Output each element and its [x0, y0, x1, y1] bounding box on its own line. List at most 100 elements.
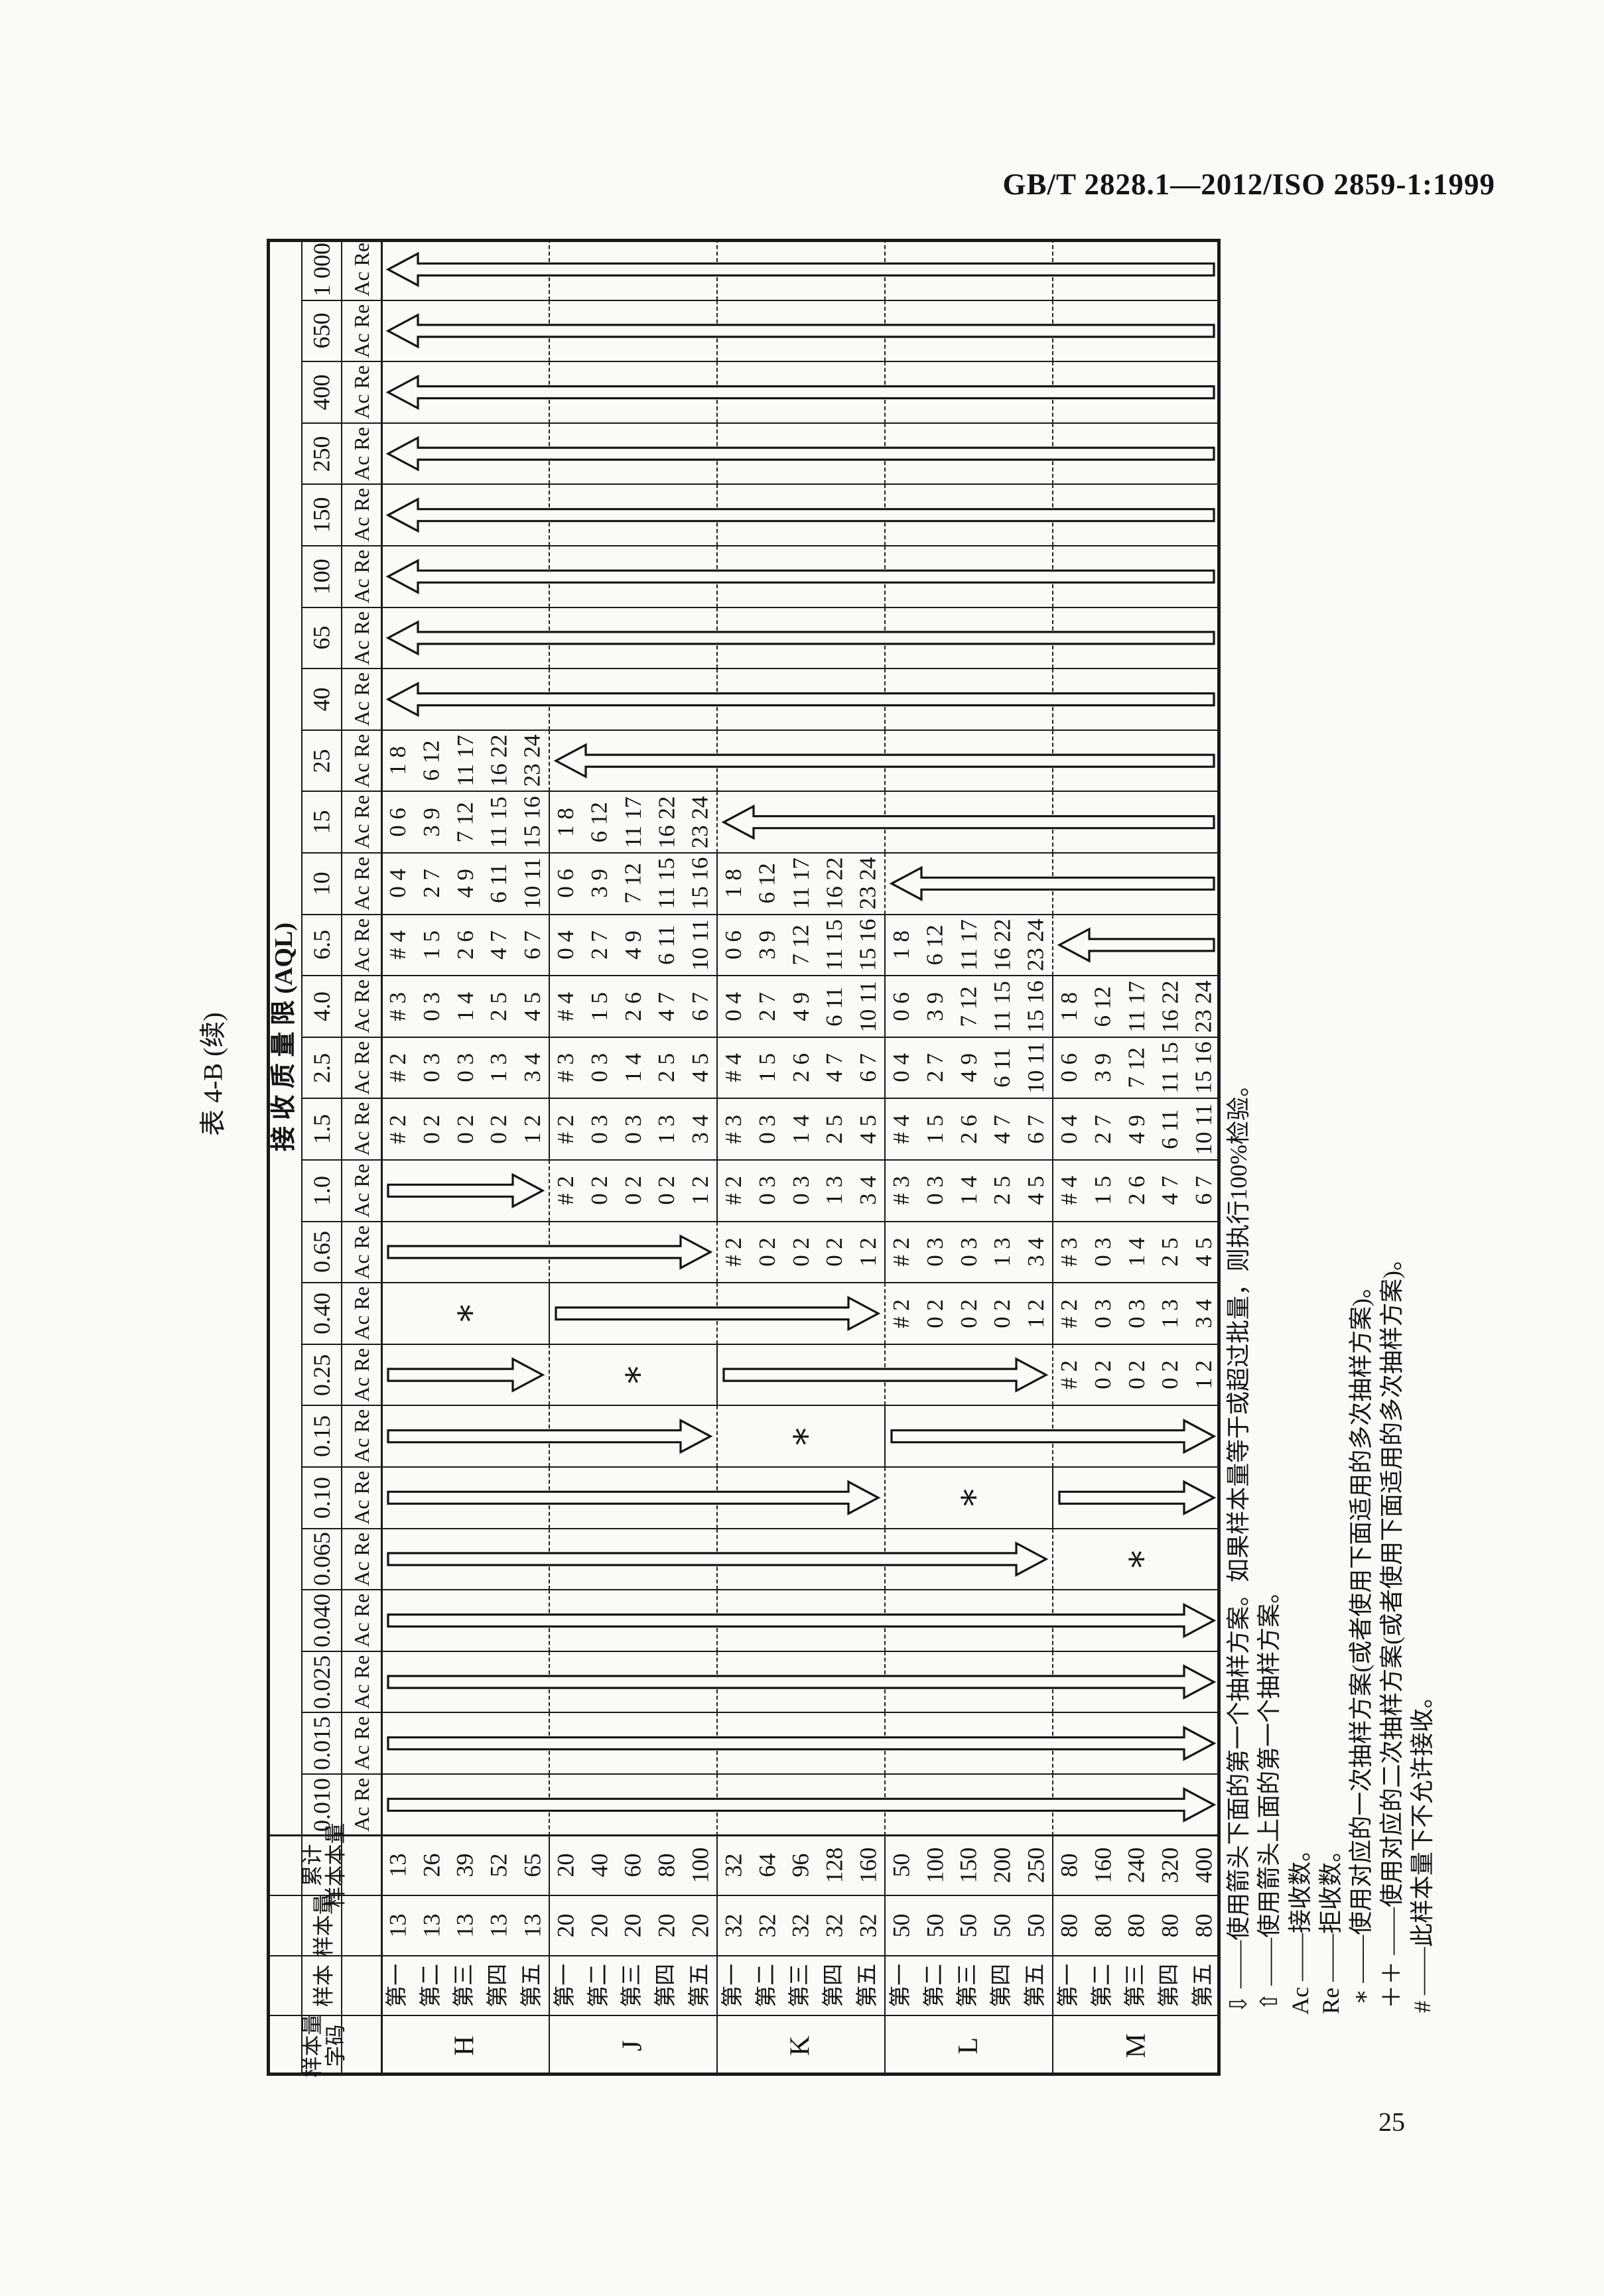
- block-boundary: [549, 914, 550, 976]
- aql-band-line: [302, 1650, 1221, 1652]
- aql-band-line: [302, 1159, 1221, 1161]
- up-arrow-aql25: [553, 743, 1215, 779]
- block-boundary-dashed: [884, 1283, 886, 1344]
- aql-band-line: [302, 913, 1221, 915]
- down-arrow-aql1.0: [387, 1173, 545, 1208]
- block-boundary: [884, 1037, 886, 1099]
- aql-band-line: [302, 1343, 1221, 1345]
- up-arrow-aql10: [889, 865, 1215, 901]
- aql-band-line: [302, 791, 1221, 793]
- aql-band-line: [302, 1405, 1221, 1407]
- down-arrow-aql0.25: [722, 1357, 1049, 1393]
- block-boundary-bottom: [1052, 1955, 1053, 2016]
- aql-band-line: [302, 299, 1221, 301]
- block-boundary: [716, 1037, 718, 1099]
- block-boundary-dashed: [884, 853, 886, 915]
- label-strip-line: [301, 239, 302, 2076]
- block-boundary-bottom: [549, 2015, 550, 2076]
- up-arrow-aql100: [385, 558, 1215, 594]
- block-boundary-dashed: [1052, 1528, 1053, 1590]
- footnote-line-4-text: Re ——拒收数。: [1317, 1838, 1344, 2014]
- footnote-line-1-text: ⇩ ——使用箭头下面的第一个抽样方案。如果样本量等于或超过批量，则执行100%检…: [1225, 1072, 1252, 2014]
- down-arrow-aql0.10: [1058, 1480, 1217, 1515]
- block-boundary: [549, 791, 550, 853]
- table-frame: [267, 239, 1221, 2076]
- block-boundary: [1052, 1098, 1053, 1160]
- block-boundary: [1052, 1037, 1053, 1099]
- block-boundary: [549, 853, 550, 915]
- block-boundary: [716, 914, 718, 976]
- body-left-line: [380, 239, 383, 2076]
- footnote-line-5: ∗ ——使用对应的一次抽样方案(或者使用下面适用的多次抽样方案)。: [1347, 1233, 1376, 2046]
- acre-strip-line: [341, 239, 342, 2076]
- bottom-band-line: [267, 1895, 1221, 1897]
- block-boundary-bottom: [549, 1895, 550, 1956]
- up-arrow-aql150: [385, 497, 1215, 533]
- aql-band-line: [302, 361, 1221, 363]
- aql-band-line: [302, 729, 1221, 731]
- footnote-line-5-text: ∗ ——使用对应的一次抽样方案(或者使用下面适用的多次抽样方案)。: [1347, 1274, 1374, 2005]
- block-boundary-bottom: [716, 2015, 718, 2076]
- down-arrow-aql0.025: [387, 1664, 1217, 1700]
- aql-band-line: [302, 1466, 1221, 1468]
- aql-band-line: [302, 1589, 1221, 1591]
- footnote-line-2: ⇧ ——使用箭头上面的第一个抽样方案。: [1255, 1545, 1284, 2046]
- aql-band-line: [302, 545, 1221, 546]
- block-boundary: [884, 976, 886, 1037]
- block-boundary-bottom: [1052, 2015, 1053, 2076]
- block-boundary: [1052, 1467, 1053, 1529]
- aql-band-line: [302, 852, 1221, 854]
- document-code-header: GB/T 2828.1—2012/ISO 2859-1:1999: [1002, 168, 1495, 201]
- bottom-band-line: [267, 1954, 1221, 1956]
- block-boundary: [1052, 1221, 1053, 1283]
- footnote-line-4: Re ——拒收数。: [1316, 1806, 1345, 2046]
- down-arrow-aql0.65: [387, 1234, 713, 1270]
- block-boundary: [884, 1405, 886, 1467]
- block-boundary-bottom: [716, 1835, 718, 1896]
- up-arrow-aql400: [385, 374, 1215, 411]
- block-boundary: [884, 1098, 886, 1160]
- aql-band-line: [302, 1036, 1221, 1038]
- up-arrow-aql650: [385, 313, 1215, 349]
- aql-band-line: [302, 1712, 1221, 1714]
- block-boundary: [549, 976, 550, 1037]
- block-boundary-bottom: [549, 1955, 550, 2016]
- block-boundary-bottom: [716, 1955, 718, 2016]
- footnote-line-1: ⇩ ——使用箭头下面的第一个抽样方案。如果样本量等于或超过批量，则执行100%检…: [1225, 1041, 1254, 2046]
- down-arrow-aql0.25: [387, 1357, 545, 1393]
- aql-band-line: [302, 422, 1221, 424]
- aql-band-line: [302, 483, 1221, 485]
- block-boundary-dashed: [549, 730, 550, 792]
- down-arrow-aql0.065: [387, 1541, 1049, 1577]
- block-boundary-bottom: [884, 1955, 886, 2016]
- block-boundary: [549, 1283, 550, 1344]
- footnote-line-7: # ——此样本量下不允许接收。: [1408, 1651, 1437, 2046]
- block-boundary-dashed: [716, 1405, 718, 1467]
- down-arrow-aql0.15: [387, 1419, 713, 1454]
- up-arrow-aql65: [385, 620, 1215, 656]
- up-arrow-aql6.5: [1057, 927, 1215, 963]
- aql-band-line: [302, 1527, 1221, 1529]
- aql-band-line: [302, 1773, 1221, 1775]
- block-boundary-dashed: [1052, 914, 1053, 976]
- block-boundary: [716, 1160, 718, 1222]
- block-boundary: [549, 1098, 550, 1160]
- block-boundary-bottom: [716, 1895, 718, 1956]
- down-arrow-aql0.10: [387, 1480, 881, 1515]
- down-arrow-aql0.015: [387, 1726, 1217, 1761]
- aql-band-line: [302, 1282, 1221, 1284]
- block-boundary-dashed: [716, 791, 718, 853]
- block-boundary-dashed: [884, 1467, 886, 1529]
- block-boundary: [884, 1221, 886, 1283]
- up-arrow-aql40: [385, 681, 1215, 718]
- block-boundary-bottom: [549, 1835, 550, 1896]
- block-boundary: [1052, 1160, 1053, 1222]
- block-boundary-bottom: [1052, 1835, 1053, 1896]
- block-boundary: [549, 1037, 550, 1099]
- footnote-line-2-text: ⇧ ——使用箭头上面的第一个抽样方案。: [1256, 1579, 1283, 2011]
- block-boundary-dashed: [1052, 1344, 1053, 1406]
- block-boundary: [1052, 1283, 1053, 1344]
- block-boundary: [716, 976, 718, 1037]
- band-line-cum-top: [267, 1834, 1221, 1836]
